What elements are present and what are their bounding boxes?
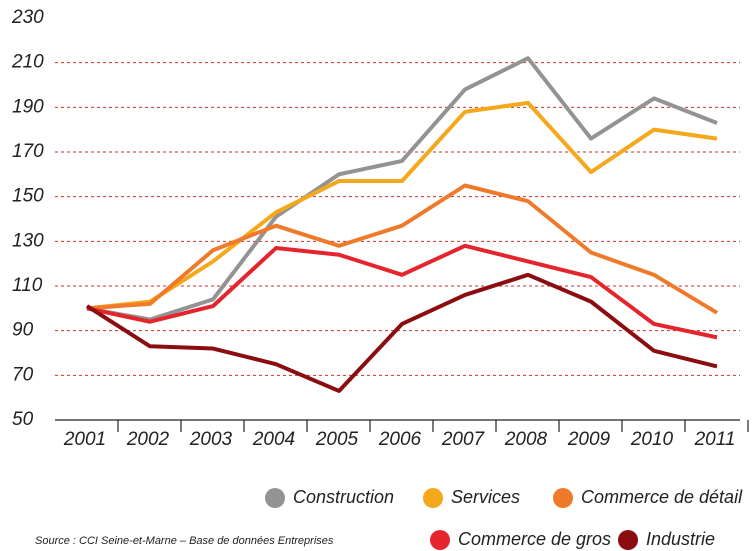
x-tick-label: 2003 bbox=[189, 429, 233, 450]
x-tick-label: 2004 bbox=[252, 429, 295, 450]
x-tick-label: 2008 bbox=[504, 429, 548, 450]
legend-label: Commerce de gros bbox=[458, 529, 611, 549]
series-line bbox=[85, 272, 718, 393]
y-tick-label: 50 bbox=[12, 409, 34, 430]
legend-label: Construction bbox=[293, 487, 394, 507]
legend-swatch bbox=[430, 530, 450, 550]
series-line bbox=[86, 56, 718, 322]
series-line bbox=[86, 243, 718, 340]
x-tick-label: 2010 bbox=[630, 429, 674, 450]
x-tick-label: 2011 bbox=[694, 429, 736, 450]
series-line bbox=[86, 100, 718, 311]
legend-swatch bbox=[618, 530, 638, 550]
source-note: Source : CCI Seine-et-Marne – Base de do… bbox=[35, 535, 334, 547]
legend-label: Industrie bbox=[646, 529, 715, 549]
y-tick-label: 70 bbox=[12, 364, 34, 385]
x-tick-label: 2005 bbox=[315, 429, 359, 450]
y-tick-label: 190 bbox=[12, 96, 44, 117]
y-tick-label: 150 bbox=[12, 186, 44, 207]
legend-swatch bbox=[423, 488, 443, 508]
series-line bbox=[86, 183, 719, 315]
legend-label: Services bbox=[451, 487, 520, 507]
x-tick-label: 2006 bbox=[378, 429, 422, 450]
y-tick-label: 90 bbox=[12, 320, 34, 341]
x-tick-label: 2007 bbox=[441, 429, 486, 450]
y-tick-label: 230 bbox=[11, 7, 44, 28]
legend-swatch bbox=[553, 488, 573, 508]
legend-swatch bbox=[265, 488, 285, 508]
legend-label: Commerce de détail bbox=[581, 487, 743, 507]
y-tick-label: 170 bbox=[12, 141, 44, 162]
y-tick-label: 110 bbox=[12, 275, 43, 296]
y-tick-label: 130 bbox=[12, 230, 44, 251]
x-tick-label: 2002 bbox=[126, 429, 170, 450]
x-tick-label: 2001 bbox=[63, 429, 106, 450]
x-tick-label: 2009 bbox=[567, 429, 611, 450]
y-tick-label: 210 bbox=[11, 52, 44, 73]
